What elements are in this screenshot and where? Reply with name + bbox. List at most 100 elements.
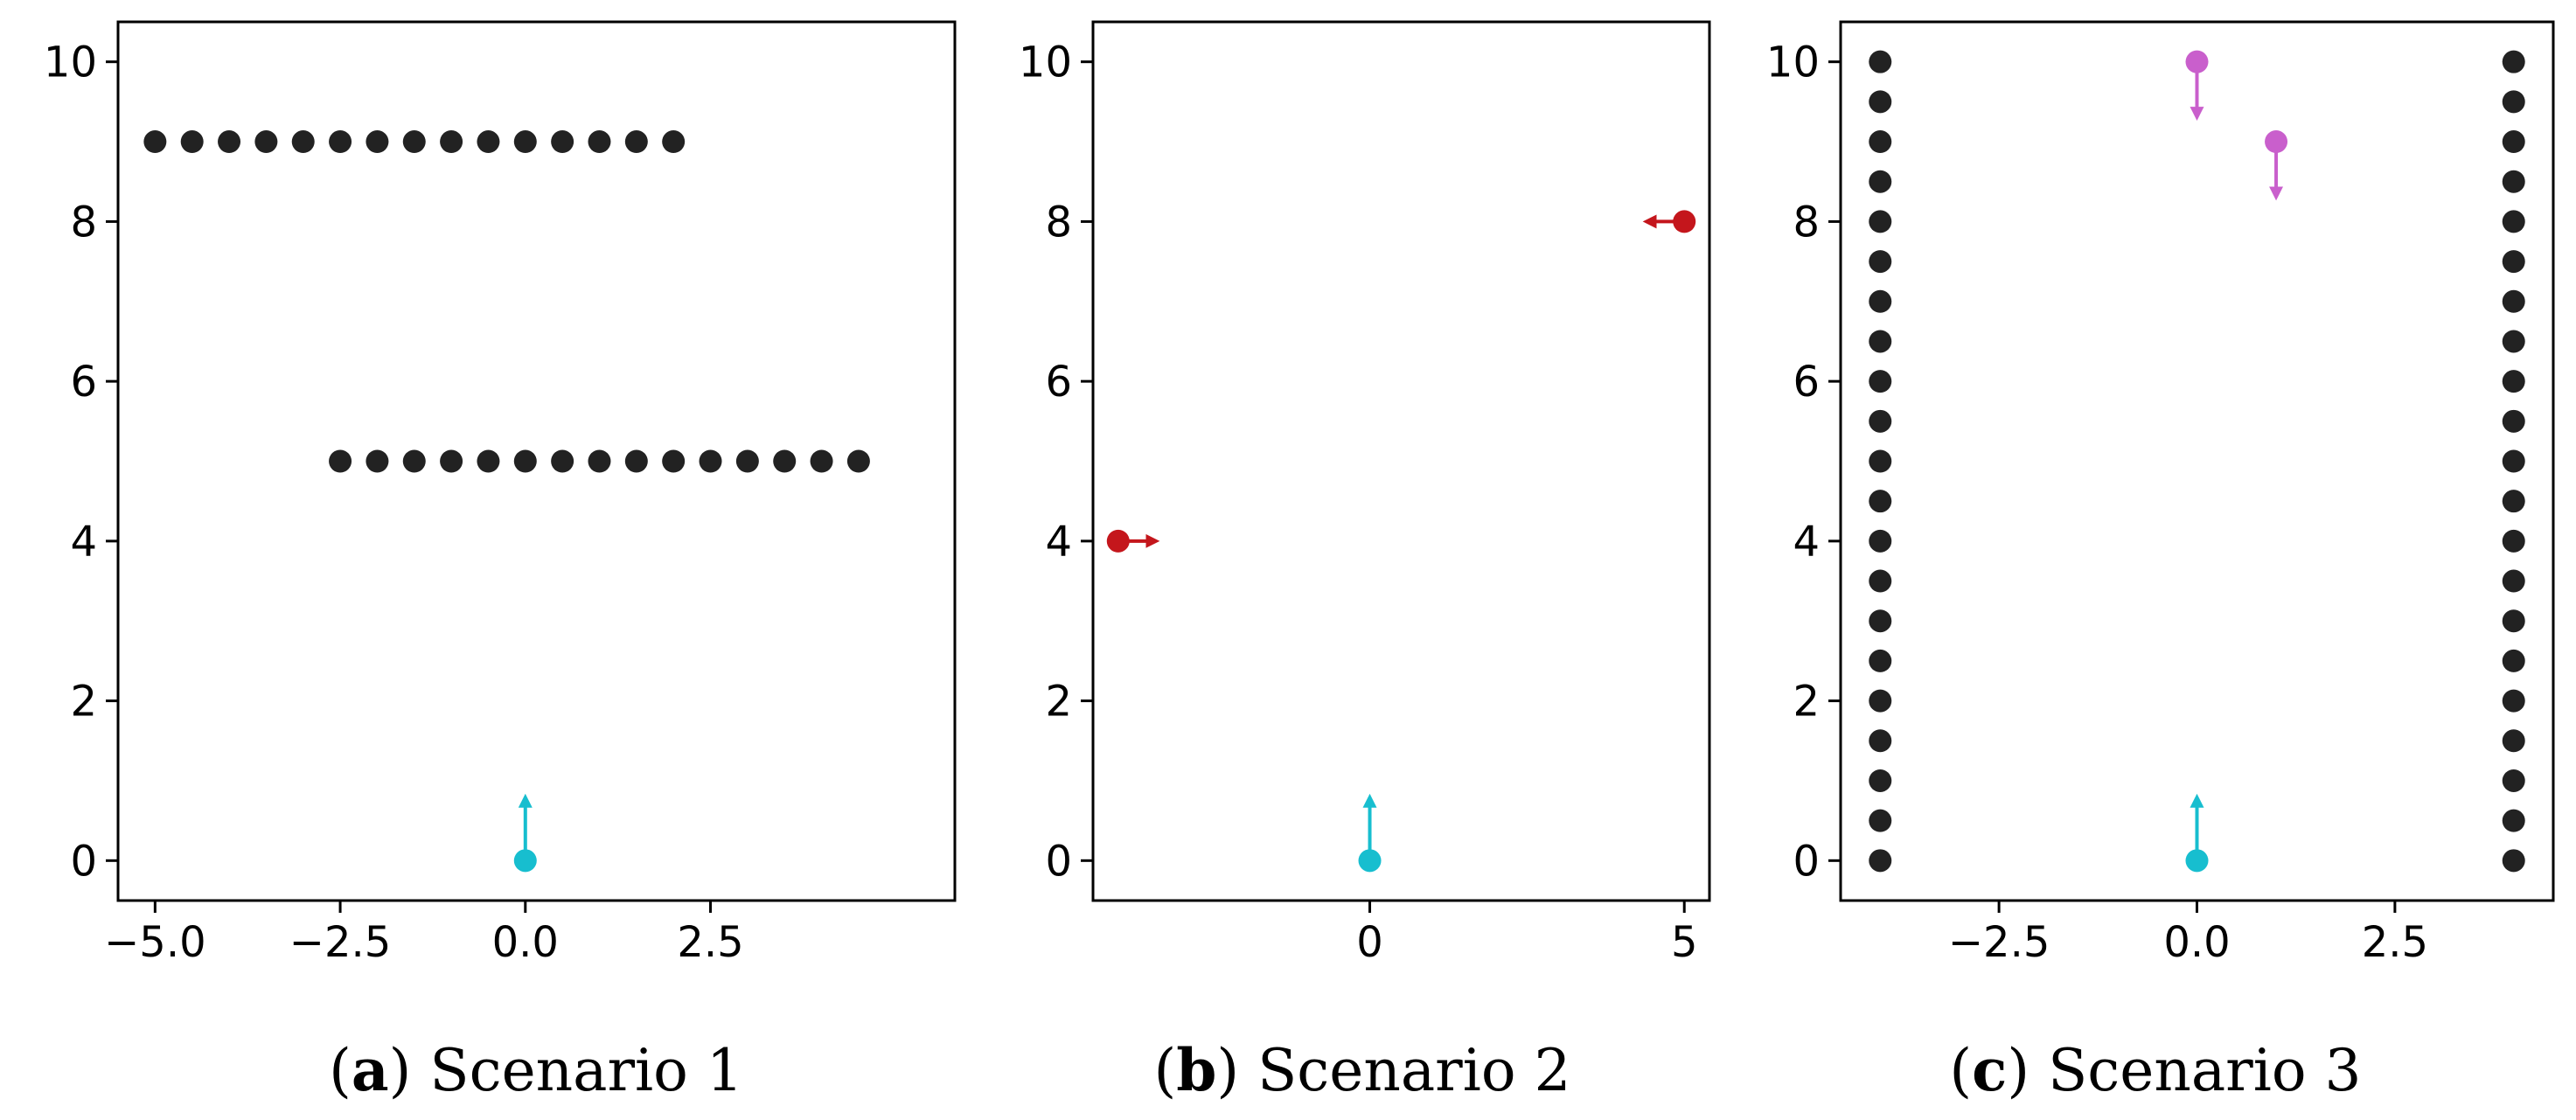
y-tick-label: 0	[1045, 837, 1072, 886]
agents-point	[1106, 529, 1130, 553]
x-tick-label: 0	[1356, 918, 1383, 967]
obstacles-point	[2502, 809, 2525, 832]
agents-point	[1673, 210, 1696, 233]
panel-c-frame	[1839, 20, 2555, 902]
obstacles-point	[551, 449, 574, 473]
y-tick-label: 6	[70, 358, 97, 407]
obstacles-point	[477, 449, 500, 473]
obstacles-point	[2502, 130, 2525, 154]
x-tick-label: 2.5	[2362, 918, 2428, 967]
obstacles-point	[1869, 769, 1892, 792]
obstacles-point	[366, 130, 389, 154]
obstacles-point	[810, 449, 833, 473]
obstacles-point	[662, 449, 686, 473]
panel-b-caption: (b) Scenario 2	[1153, 1036, 1570, 1104]
panel-c-ticks: −2.5 0.0 2.5 0 2 4 6 8 10	[1766, 38, 2428, 967]
y-tick-label: 8	[1045, 198, 1072, 247]
obstacles-point	[2502, 849, 2525, 873]
obstacles-point	[180, 130, 204, 154]
obstacles-point	[2502, 569, 2525, 593]
agents-point	[2265, 130, 2288, 154]
obstacles-point	[2502, 210, 2525, 233]
obstacles-point	[513, 130, 537, 154]
y-tick-label: 10	[1766, 38, 1820, 87]
robot-point	[1358, 849, 1382, 873]
panel-a-ticks: −5.0 −2.5 0.0 2.5 0 2 4 6 8 10	[44, 38, 744, 967]
y-tick-label: 10	[44, 38, 97, 87]
obstacles-point	[1869, 130, 1892, 154]
obstacles-point	[662, 130, 686, 154]
panel-a: −5.0 −2.5 0.0 2.5 0 2 4 6 8 10 (a) Scenario 1	[44, 20, 957, 1104]
obstacles-point	[1869, 849, 1892, 873]
obstacles-point	[1869, 529, 1892, 553]
obstacles-point	[2502, 170, 2525, 193]
obstacles-point	[1869, 370, 1892, 393]
obstacles-point	[2502, 729, 2525, 753]
obstacles-point	[699, 449, 722, 473]
obstacles-point	[440, 130, 463, 154]
obstacles-point	[477, 130, 500, 154]
obstacles-point	[218, 130, 241, 154]
obstacles-point	[440, 449, 463, 473]
obstacles-point	[1869, 809, 1892, 832]
obstacles-point	[624, 130, 648, 154]
obstacles-point	[773, 449, 797, 473]
panel-c: −2.5 0.0 2.5 0 2 4 6 8 10 (c) Scenario 3	[1766, 20, 2555, 1104]
obstacles-point	[846, 449, 870, 473]
obstacles-point	[143, 130, 167, 154]
x-tick-label: 0.0	[2163, 918, 2230, 967]
obstacles-point	[1869, 170, 1892, 193]
obstacles-point	[1869, 250, 1892, 274]
obstacles-point	[329, 130, 352, 154]
obstacles-point	[2502, 330, 2525, 353]
obstacles-point	[254, 130, 278, 154]
y-tick-label: 6	[1793, 358, 1820, 407]
x-tick-label: 2.5	[677, 918, 743, 967]
obstacles-point	[624, 449, 648, 473]
obstacles-point	[2502, 370, 2525, 393]
y-tick-label: 10	[1019, 38, 1072, 87]
obstacles-point	[402, 449, 426, 473]
obstacles-point	[2502, 769, 2525, 792]
obstacles-point	[735, 449, 759, 473]
x-tick-label: 5	[1671, 918, 1698, 967]
obstacles-point	[1869, 50, 1892, 73]
panel-b-marks	[1106, 210, 1696, 873]
obstacles-point	[1869, 409, 1892, 433]
robot-point	[2185, 849, 2209, 873]
panel-b-frame	[1091, 20, 1711, 902]
obstacles-point	[2502, 649, 2525, 672]
obstacles-point	[588, 449, 611, 473]
obstacles-point	[402, 130, 426, 154]
obstacles-point	[1869, 210, 1892, 233]
panel-c-marks	[1869, 50, 2525, 873]
obstacles-point	[291, 130, 315, 154]
x-tick-label: −2.5	[1948, 918, 2050, 967]
obstacles-point	[2502, 50, 2525, 73]
panel-a-frame	[116, 20, 957, 902]
obstacles-point	[2502, 250, 2525, 274]
agents-point	[2185, 50, 2209, 73]
obstacles-point	[1869, 609, 1892, 633]
robot-point	[513, 849, 537, 873]
obstacles-point	[1869, 449, 1892, 473]
obstacles-point	[1869, 729, 1892, 753]
obstacles-point	[1869, 689, 1892, 713]
y-tick-label: 2	[1793, 678, 1820, 727]
obstacles-point	[1869, 649, 1892, 672]
obstacles-point	[2502, 689, 2525, 713]
panel-b-ticks: 0 5 0 2 4 6 8 10	[1019, 38, 1698, 967]
obstacles-point	[1869, 569, 1892, 593]
x-tick-label: −2.5	[289, 918, 392, 967]
obstacles-point	[366, 449, 389, 473]
obstacles-point	[1869, 289, 1892, 313]
obstacles-point	[2502, 409, 2525, 433]
y-tick-label: 8	[1793, 198, 1820, 247]
y-tick-label: 6	[1045, 358, 1072, 407]
obstacles-point	[551, 130, 574, 154]
y-tick-label: 4	[1793, 518, 1820, 567]
obstacles-point	[588, 130, 611, 154]
y-tick-label: 2	[1045, 678, 1072, 727]
obstacles-point	[1869, 330, 1892, 353]
